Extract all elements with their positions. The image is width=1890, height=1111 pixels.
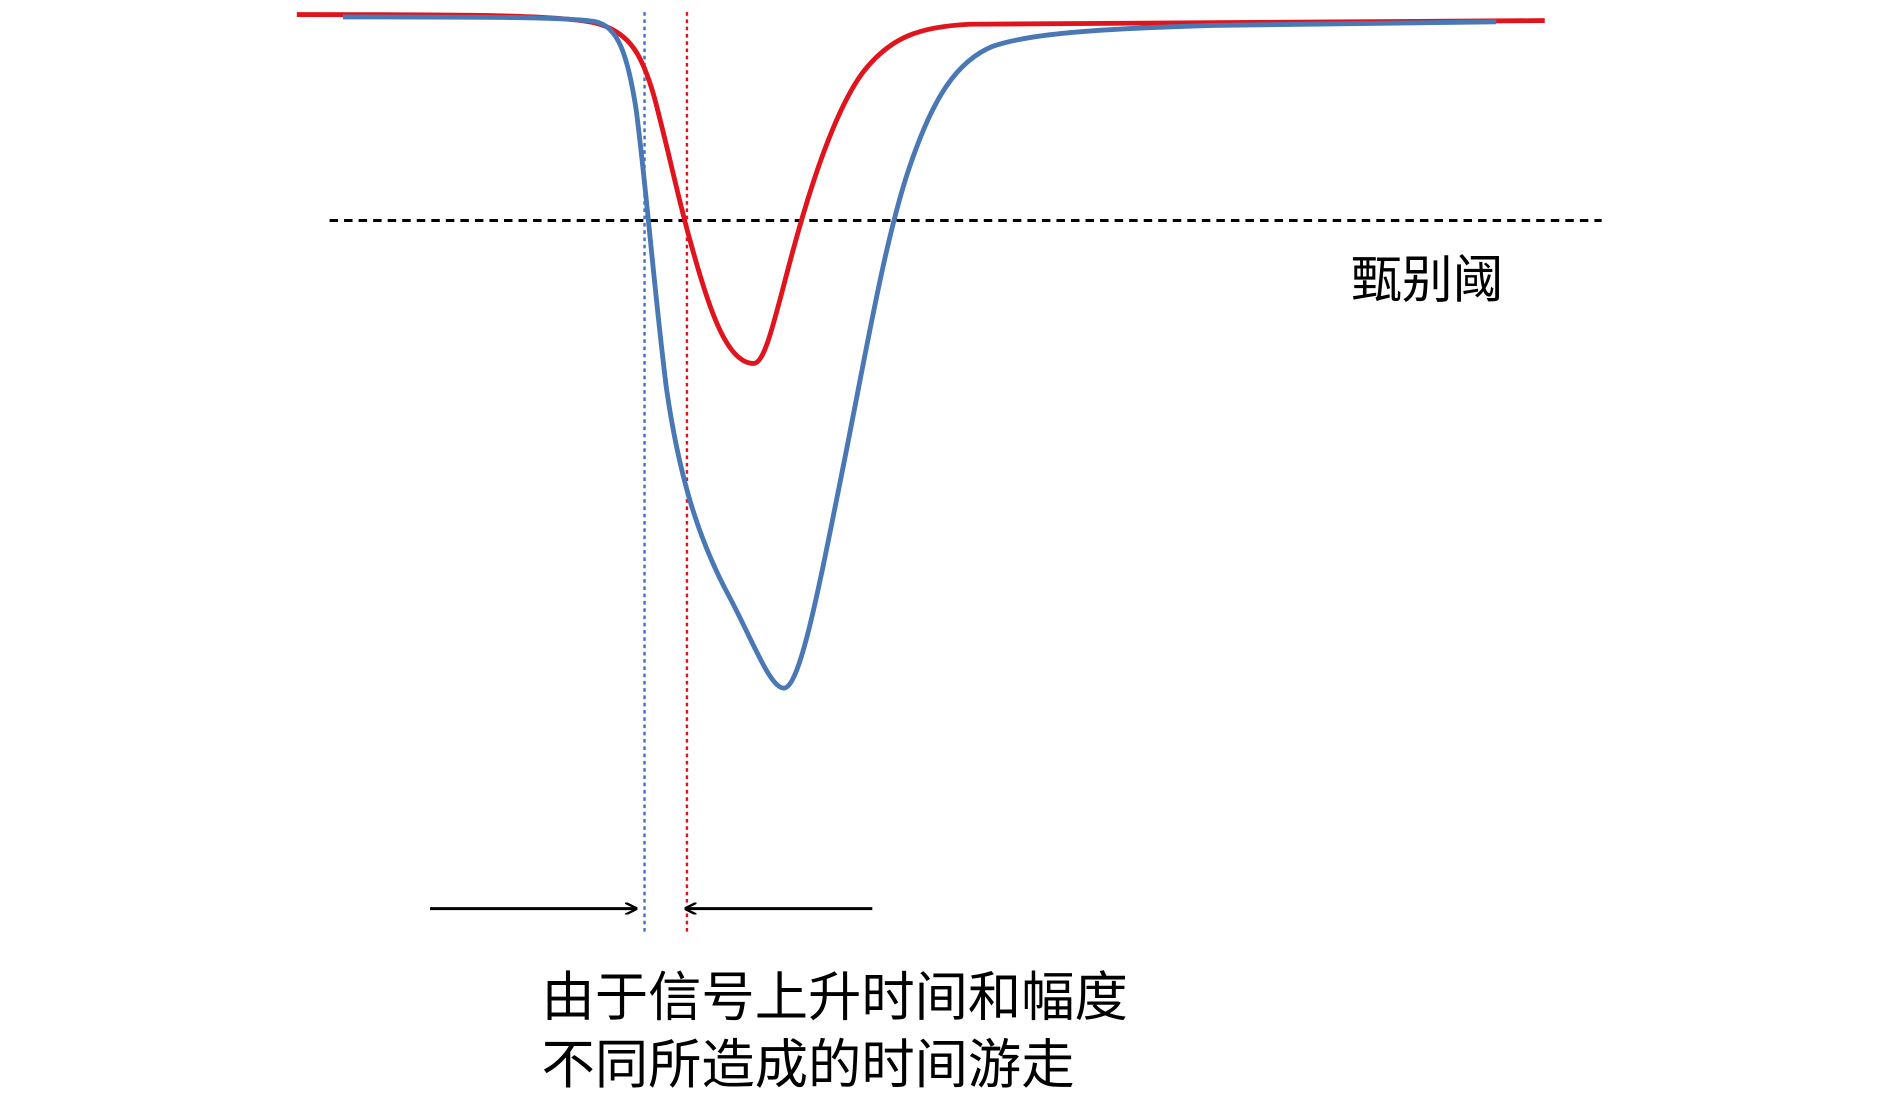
red-pulse xyxy=(296,12,1545,366)
caption-line: 由于信号上升时间和幅度 xyxy=(542,968,1128,1027)
blue-pulse xyxy=(342,14,1497,691)
caption-line: 不同所造成的时间游走 xyxy=(542,1036,1075,1095)
threshold-label: 甄别阈 xyxy=(1351,254,1504,310)
